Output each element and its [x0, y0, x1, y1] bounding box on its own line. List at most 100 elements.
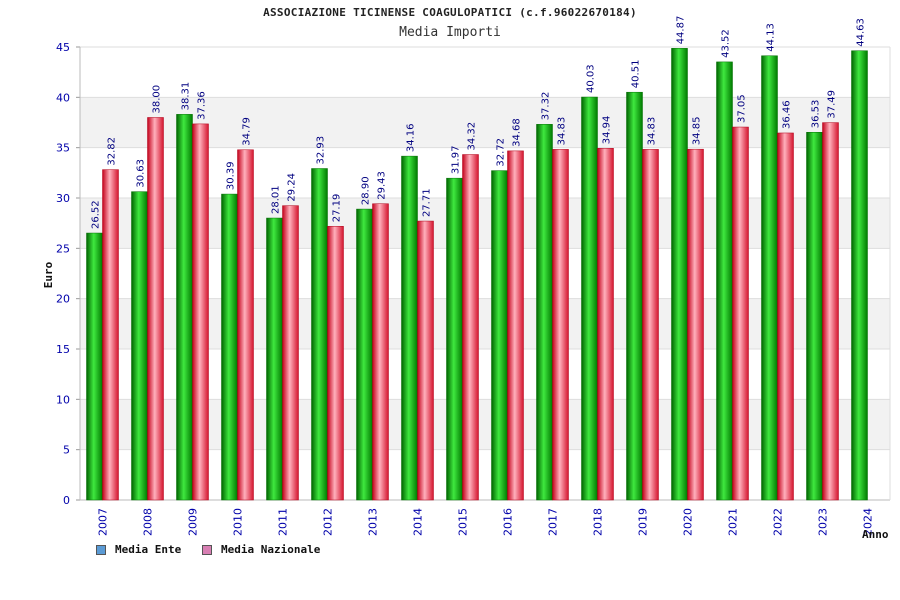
bar-media-nazionale — [553, 149, 569, 500]
data-label: 27.71 — [422, 188, 433, 217]
x-tick-label: 2015 — [457, 508, 470, 536]
data-label: 34.83 — [647, 117, 658, 146]
bar-media-nazionale — [823, 123, 839, 500]
y-tick-label: 5 — [63, 444, 70, 457]
legend-item-media-ente: Media Ente — [96, 543, 181, 556]
x-tick-label: 2011 — [277, 508, 290, 536]
data-label: 28.01 — [271, 185, 282, 214]
bar-media-ente — [807, 132, 823, 500]
bar-media-nazionale — [193, 124, 209, 500]
bar-media-ente — [357, 209, 373, 500]
data-label: 40.03 — [586, 64, 597, 93]
data-label: 34.68 — [512, 118, 523, 147]
x-tick-label: 2009 — [187, 508, 200, 536]
legend-swatch-ente — [96, 545, 106, 555]
data-label: 36.53 — [811, 100, 822, 129]
bar-media-nazionale — [103, 170, 119, 500]
data-label: 34.16 — [406, 123, 417, 152]
data-label: 32.93 — [316, 136, 327, 165]
bar-media-nazionale — [733, 127, 749, 500]
data-label: 37.49 — [827, 90, 838, 119]
data-label: 30.39 — [226, 161, 237, 190]
y-tick-label: 45 — [56, 41, 70, 54]
legend-item-media-nazionale: Media Nazionale — [202, 543, 320, 556]
legend-label-nazionale: Media Nazionale — [221, 543, 320, 556]
x-tick-label: 2021 — [727, 508, 740, 536]
y-tick-label: 0 — [63, 494, 70, 507]
data-label: 38.31 — [181, 82, 192, 111]
data-label: 34.94 — [602, 116, 613, 145]
x-tick-labels: 2007 2008 2009 2010 2011 2012 2013 2014 2015 2016… — [97, 508, 875, 536]
bar-media-ente — [492, 171, 508, 500]
bar-media-nazionale — [283, 206, 299, 500]
bar-media-ente — [627, 92, 643, 500]
bar-media-nazionale — [463, 155, 479, 500]
legend-swatch-nazionale — [202, 545, 212, 555]
data-label: 32.82 — [107, 137, 118, 166]
data-label: 44.63 — [856, 18, 867, 47]
bar-media-ente — [762, 56, 778, 500]
bar-media-ente — [447, 178, 463, 500]
data-label: 27.19 — [332, 194, 343, 223]
x-tick-label: 2016 — [502, 508, 515, 536]
x-tick-label: 2020 — [682, 508, 695, 536]
bar-media-ente — [717, 62, 733, 500]
data-label: 34.32 — [467, 122, 478, 151]
data-label: 29.24 — [287, 173, 298, 202]
x-tick-label: 2022 — [772, 508, 785, 536]
y-tick-labels: 0 5 10 15 20 25 30 35 40 45 — [56, 41, 70, 507]
x-tick-label: 2014 — [412, 508, 425, 536]
data-label: 32.72 — [496, 138, 507, 167]
bar-media-nazionale — [688, 149, 704, 500]
data-label: 43.52 — [721, 29, 732, 58]
bar-media-ente — [312, 169, 328, 500]
data-label: 36.46 — [782, 100, 793, 129]
bar-media-ente — [582, 97, 598, 500]
y-tick-label: 35 — [56, 142, 70, 155]
x-tick-label: 2007 — [97, 508, 110, 536]
data-label: 37.36 — [197, 91, 208, 120]
bar-media-ente — [222, 194, 238, 500]
x-tick-label: 2019 — [637, 508, 650, 536]
bar-media-nazionale — [508, 151, 524, 500]
x-tick-label: 2008 — [142, 508, 155, 536]
data-label: 34.79 — [242, 117, 253, 146]
bar-media-nazionale — [598, 148, 614, 500]
data-label: 38.00 — [152, 85, 163, 114]
x-axis-label: Anno — [862, 528, 889, 541]
data-label: 29.43 — [377, 171, 388, 200]
legend-label-ente: Media Ente — [115, 543, 181, 556]
y-tick-label: 25 — [56, 242, 70, 255]
bar-media-ente — [87, 233, 103, 500]
bar-media-ente — [402, 156, 418, 500]
bar-media-ente — [537, 124, 553, 500]
y-axis-label: Euro — [42, 261, 55, 288]
data-label: 44.13 — [766, 23, 777, 52]
bar-media-ente — [852, 51, 868, 500]
data-label: 37.05 — [737, 94, 748, 123]
data-label: 31.97 — [451, 146, 462, 175]
x-tick-label: 2018 — [592, 508, 605, 536]
y-tick-label: 30 — [56, 192, 70, 205]
data-label: 44.87 — [676, 16, 687, 45]
data-label: 34.85 — [692, 117, 703, 146]
data-label: 28.90 — [361, 176, 372, 205]
bar-media-ente — [672, 48, 688, 500]
bar-media-nazionale — [148, 117, 164, 500]
x-tick-label: 2017 — [547, 508, 560, 536]
x-tick-label: 2013 — [367, 508, 380, 536]
data-label: 37.32 — [541, 92, 552, 121]
bar-media-ente — [132, 192, 148, 500]
data-label: 34.83 — [557, 117, 568, 146]
bar-media-nazionale — [643, 149, 659, 500]
bar-media-ente — [177, 114, 193, 500]
x-tick-label: 2012 — [322, 508, 335, 536]
y-tick-label: 15 — [56, 343, 70, 356]
bar-media-nazionale — [328, 226, 344, 500]
data-label: 30.63 — [136, 159, 147, 188]
bar-media-nazionale — [373, 204, 389, 500]
bar-media-nazionale — [418, 221, 434, 500]
x-tick-label: 2023 — [817, 508, 830, 536]
data-label: 26.52 — [91, 200, 102, 229]
